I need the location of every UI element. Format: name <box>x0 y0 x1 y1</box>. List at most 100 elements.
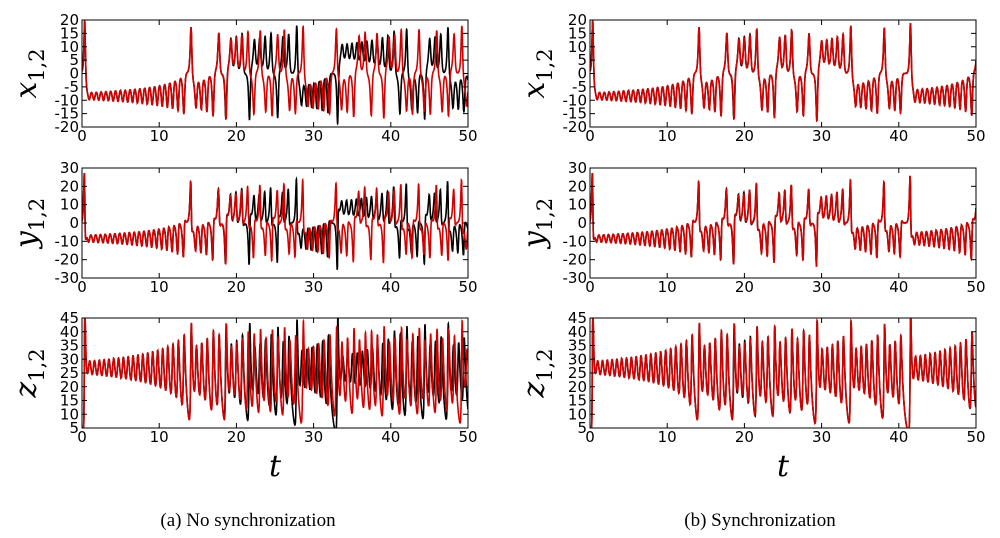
x-tick-label: 40 <box>381 127 400 145</box>
series-1-line <box>590 173 976 267</box>
y-tick-label: 20 <box>60 378 79 396</box>
y-axis-label: x1,2 <box>9 48 49 98</box>
x-tick-label: 40 <box>381 428 400 446</box>
y-tick-label: -30 <box>563 269 588 287</box>
y-tick-label: 15 <box>60 24 79 42</box>
x-tick-label: 50 <box>966 278 985 296</box>
y-tick-label: -5 <box>572 78 587 96</box>
y-tick-label: 20 <box>568 378 587 396</box>
plot-frame <box>589 167 977 279</box>
plot-frame <box>81 167 469 279</box>
y-tick-label: 40 <box>60 323 79 341</box>
x-tick-label: 20 <box>735 127 754 145</box>
y-tick-label: 35 <box>568 337 587 355</box>
y-tick-label: 30 <box>568 350 587 368</box>
series-1-line <box>590 20 976 123</box>
y-tick-label: -20 <box>55 118 80 136</box>
x-tick-label: 50 <box>458 278 477 296</box>
y-tick-label: 45 <box>60 309 79 327</box>
y-tick-label: -5 <box>64 78 79 96</box>
y-tick-label: 45 <box>568 309 587 327</box>
y-axis-label: z1,2 <box>9 348 49 398</box>
svg-text:z1,2: z1,2 <box>517 348 557 398</box>
series-2-line <box>82 173 468 265</box>
series-2-line <box>82 318 468 428</box>
x-tick-label: 10 <box>150 127 169 145</box>
y-tick-label: 20 <box>568 11 587 29</box>
y-tick-label: 30 <box>60 350 79 368</box>
x-tick-label: 20 <box>227 278 246 296</box>
x-tick-label: 30 <box>304 127 323 145</box>
y-tick-label: 35 <box>60 337 79 355</box>
x-tick-label: 0 <box>77 428 87 446</box>
x-tick-label: 20 <box>227 428 246 446</box>
y-tick-label: 0 <box>577 65 587 83</box>
y-tick-label: 10 <box>568 38 587 56</box>
y-tick-label: -10 <box>563 91 588 109</box>
y-axis-label: y1,2 <box>517 198 557 250</box>
x-tick-label: 20 <box>735 278 754 296</box>
plot-frame <box>81 19 469 128</box>
x-tick-label: 50 <box>458 127 477 145</box>
x-tick-label: 0 <box>585 127 595 145</box>
y-tick-label: 40 <box>568 323 587 341</box>
plot-frame <box>589 19 977 128</box>
y-tick-label: 20 <box>60 11 79 29</box>
svg-text:y1,2: y1,2 <box>9 198 49 250</box>
y-tick-label: 5 <box>577 51 587 69</box>
series-2-line <box>590 318 976 428</box>
y-tick-label: -15 <box>55 105 80 123</box>
y-tick-label: 30 <box>60 159 79 177</box>
caption-b: (b) Synchronization <box>684 510 836 531</box>
x-tick-label: 30 <box>812 278 831 296</box>
y-tick-label: 0 <box>69 214 79 232</box>
x-tick-label: 40 <box>381 278 400 296</box>
x-axis-label: t <box>269 449 282 484</box>
svg-text:y1,2: y1,2 <box>517 198 557 250</box>
y-tick-label: 5 <box>69 51 79 69</box>
y-tick-label: -15 <box>563 105 588 123</box>
y-tick-label: 5 <box>69 419 79 437</box>
series-2-line <box>590 173 976 267</box>
svg-text:x1,2: x1,2 <box>9 48 49 98</box>
x-tick-label: 40 <box>889 428 908 446</box>
y-tick-label: -20 <box>563 251 588 269</box>
y-tick-label: 30 <box>568 159 587 177</box>
y-tick-label: 20 <box>568 177 587 195</box>
y-tick-label: 25 <box>60 364 79 382</box>
x-tick-label: 30 <box>812 428 831 446</box>
y-tick-label: -30 <box>55 269 80 287</box>
y-tick-label: -20 <box>563 118 588 136</box>
y-axis-label: x1,2 <box>517 48 557 98</box>
y-axis-label: y1,2 <box>9 198 49 250</box>
x-tick-label: 20 <box>227 127 246 145</box>
y-tick-label: 0 <box>577 214 587 232</box>
x-tick-label: 40 <box>889 278 908 296</box>
x-axis-label: t <box>777 449 790 484</box>
y-tick-label: 0 <box>69 65 79 83</box>
x-tick-label: 10 <box>658 278 677 296</box>
x-tick-label: 50 <box>966 428 985 446</box>
y-tick-label: -10 <box>55 232 80 250</box>
y-tick-label: 10 <box>60 196 79 214</box>
y-tick-label: -10 <box>55 91 80 109</box>
x-tick-label: 0 <box>585 428 595 446</box>
y-tick-label: 15 <box>568 24 587 42</box>
y-tick-label: -10 <box>563 232 588 250</box>
x-tick-label: 10 <box>150 428 169 446</box>
y-tick-label: 5 <box>577 419 587 437</box>
x-tick-label: 20 <box>735 428 754 446</box>
svg-text:z1,2: z1,2 <box>9 348 49 398</box>
y-tick-label: 20 <box>60 177 79 195</box>
y-tick-label: 10 <box>60 38 79 56</box>
y-tick-label: 10 <box>60 405 79 423</box>
y-tick-label: -20 <box>55 251 80 269</box>
x-tick-label: 30 <box>304 428 323 446</box>
x-tick-label: 10 <box>658 428 677 446</box>
